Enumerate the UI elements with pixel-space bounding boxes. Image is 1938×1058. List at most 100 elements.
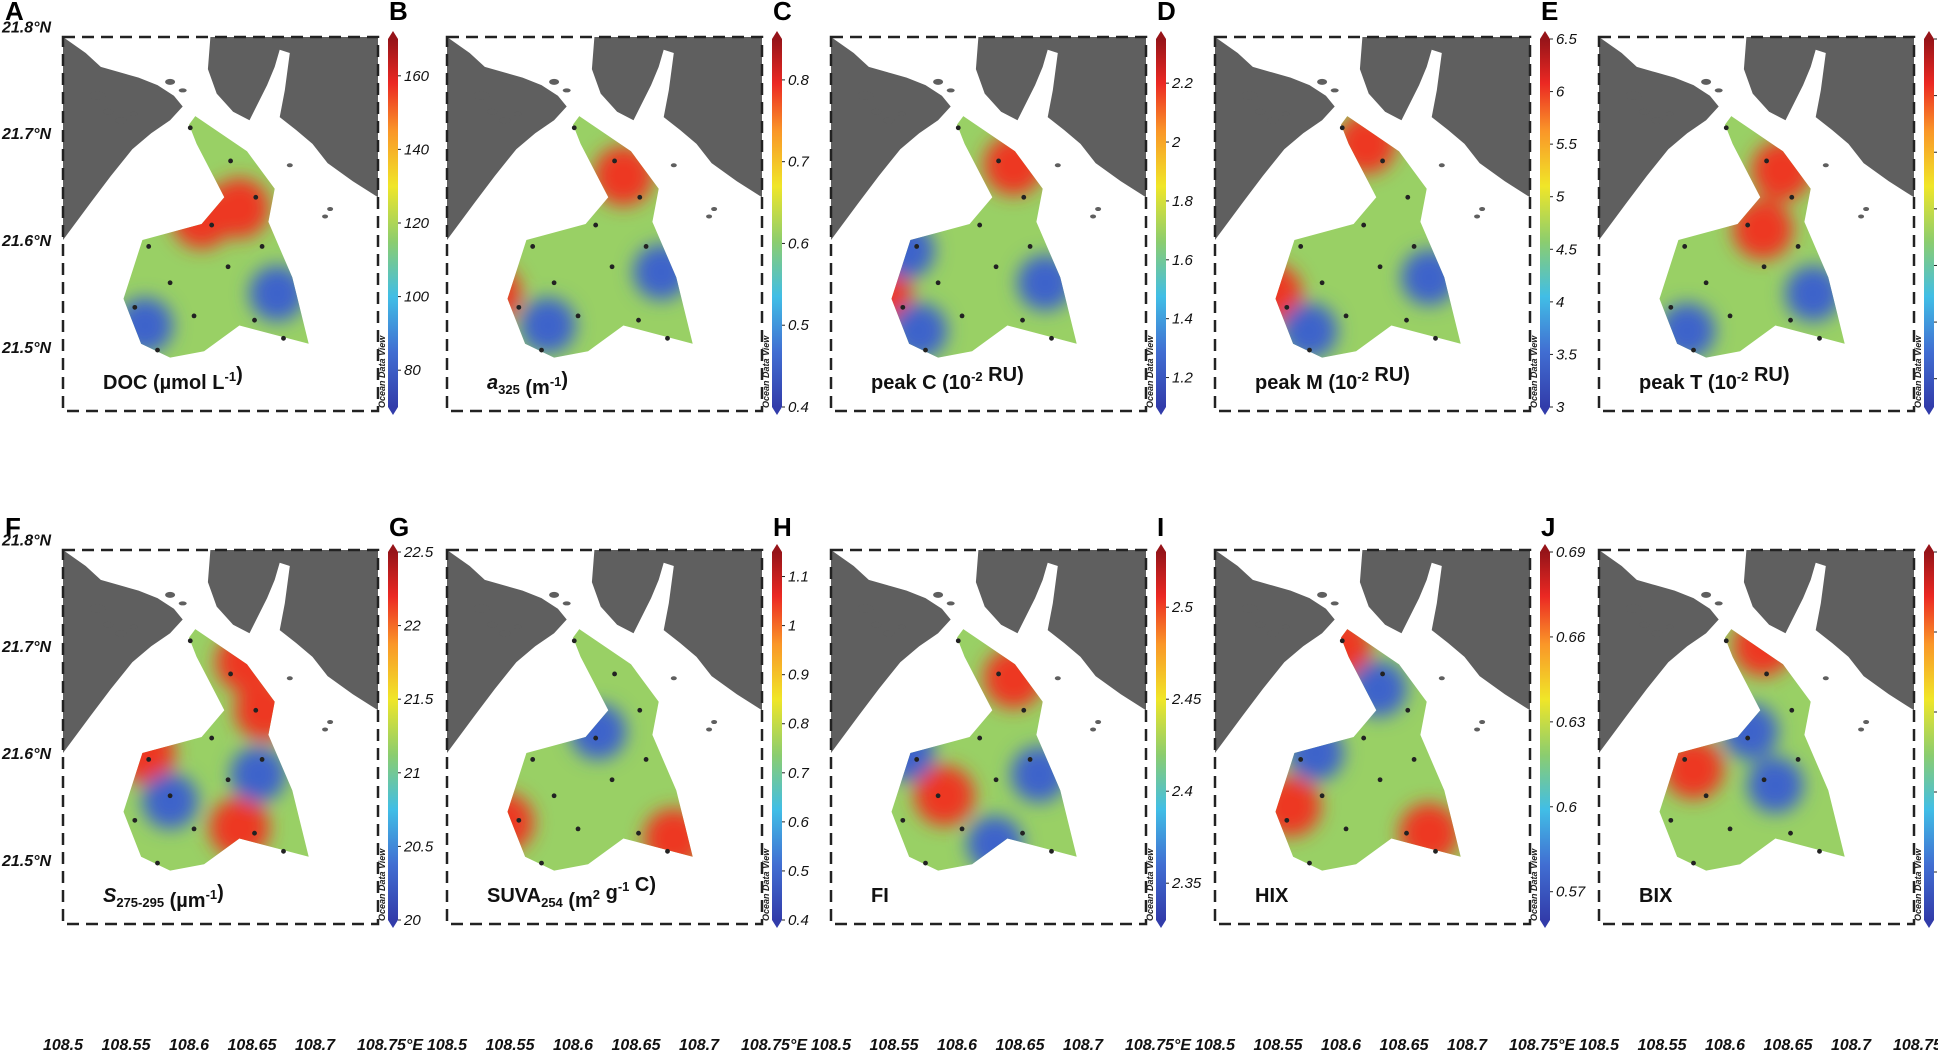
panel-h: H FI 2.35 2.4 2.45 2.5 Ocean Data View 108.5 108… (773, 512, 1202, 1054)
colorbar-tick-label: 0.4 (788, 912, 809, 929)
colorbar (772, 552, 782, 920)
panel-variable-label: peak T (10-2 RU) (1639, 364, 1790, 394)
map-frame (61, 548, 380, 926)
odv-watermark: Ocean Data View (1145, 848, 1155, 921)
colorbar-tick-label: 0.57 (1556, 884, 1586, 901)
station-point (1404, 830, 1409, 836)
station-point (1411, 757, 1417, 762)
lon-tick-label: 108.75°E (1125, 1037, 1192, 1054)
colorbar-tick-label: 1.8 (1172, 193, 1194, 210)
island (1714, 88, 1723, 93)
station-point (187, 638, 193, 644)
station-point (146, 244, 152, 249)
station-point (281, 335, 286, 341)
island (498, 630, 511, 637)
lon-tick-label: 108.5 (811, 1037, 852, 1054)
island (1665, 111, 1674, 116)
station-point (530, 244, 536, 249)
odv-watermark: Ocean Data View (1529, 335, 1539, 408)
lon-tick-label: 108.55 (102, 1037, 152, 1054)
island (1266, 630, 1279, 637)
island (1822, 163, 1829, 168)
island (871, 621, 882, 628)
colorbar-tick-label: 0.63 (1556, 714, 1586, 731)
lon-tick-label: 108.5 (1579, 1037, 1620, 1054)
station-point (575, 826, 581, 832)
island (856, 91, 875, 100)
colorbar-min-arrow (1156, 920, 1166, 928)
station-point (1319, 280, 1325, 286)
station-point (636, 317, 641, 323)
lon-tick-label: 108.5 (1195, 1037, 1236, 1054)
island (670, 676, 677, 681)
island (856, 604, 875, 613)
station-point (228, 158, 233, 164)
colorbar-tick-label: 20 (403, 912, 421, 929)
island (1479, 207, 1486, 212)
island (1255, 621, 1266, 628)
colorbar-tick-label: 4.5 (1556, 241, 1578, 258)
lat-tick-label: 21.7°N (1, 639, 52, 656)
panel-variable-label: peak M (10-2 RU) (1255, 364, 1410, 394)
panel-variable-label: HIX (1255, 885, 1289, 907)
colorbar-tick-label: 0.69 (1556, 544, 1586, 561)
station-point (252, 830, 257, 836)
colorbar-min-arrow (1540, 920, 1550, 928)
land-west (1215, 550, 1335, 753)
station-point (1795, 244, 1801, 249)
lat-tick-label: 21.8°N (1, 19, 52, 36)
colorbar-tick-label: 5 (1556, 189, 1565, 206)
lon-tick-label: 108.7 (1063, 1037, 1104, 1054)
island (472, 604, 491, 613)
island (1639, 621, 1650, 628)
low-value-area (230, 746, 287, 803)
station-point (1339, 125, 1345, 131)
colorbar-max-arrow (1156, 544, 1166, 552)
station-point (1361, 735, 1367, 741)
station-point (1027, 244, 1033, 249)
colorbar-tick-label: 160 (404, 68, 430, 85)
colorbar-tick-label: 1.1 (788, 569, 809, 586)
panel-letter: A (5, 0, 24, 26)
station-point (225, 264, 231, 270)
land-east (975, 37, 1146, 198)
island (487, 108, 498, 115)
island (1701, 591, 1712, 598)
island (549, 78, 560, 85)
colorbar-max-arrow (1540, 544, 1550, 552)
station-point (900, 817, 906, 823)
colorbar-tick-label: 0.6 (1556, 799, 1578, 816)
colorbar-tick-label: 21 (403, 765, 421, 782)
lat-tick-label: 21.8°N (1, 532, 52, 549)
colorbar-tick-label: 0.7 (788, 154, 810, 171)
station-point (575, 313, 581, 319)
colorbar-tick-label: 3 (1556, 399, 1565, 416)
station-point (1433, 335, 1438, 341)
island (1330, 601, 1339, 606)
station-point (1021, 194, 1027, 200)
panel-i: I HIX 0.57 0.6 0.63 0.66 0.69 Ocean Data View 10… (1157, 512, 1586, 1054)
colorbar-tick-label: 80 (404, 362, 421, 379)
island (513, 111, 522, 116)
island (1858, 214, 1865, 219)
land-east (1359, 550, 1530, 711)
panel-letter: C (773, 0, 792, 26)
island (1822, 676, 1829, 681)
station-point (1405, 194, 1411, 200)
odv-watermark: Ocean Data View (1145, 335, 1155, 408)
station-point (1020, 830, 1025, 836)
station-point (1668, 817, 1674, 823)
station-point (1027, 757, 1033, 762)
station-point (1764, 671, 1769, 677)
panel-letter: E (1541, 0, 1558, 26)
high-value-area (983, 135, 1044, 196)
panel-g: G SUVA254 (m2 g-1 C) 0.4 0.5 0.6 0.7 0.8 0.9 1 1.… (389, 512, 810, 1054)
high-value-area (1275, 776, 1321, 837)
station-point (132, 817, 138, 823)
island (882, 117, 895, 124)
lon-tick-label: 108.65 (1764, 1037, 1814, 1054)
lon-tick-label: 108.6 (1321, 1037, 1361, 1054)
station-point (1433, 848, 1438, 854)
colorbar-tick-label: 1.2 (1172, 370, 1194, 387)
